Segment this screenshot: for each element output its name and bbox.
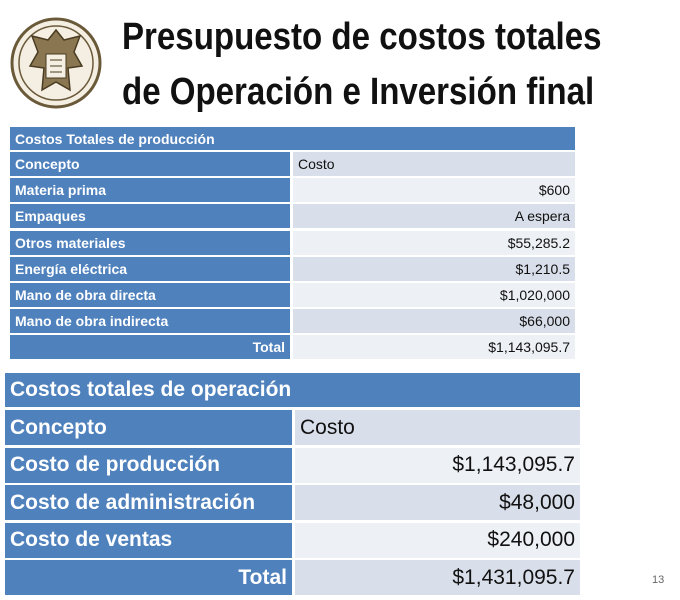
row-label: Costo de ventas: [5, 522, 292, 558]
title-line: Presupuesto de costos totales: [122, 16, 602, 58]
logo: [10, 17, 102, 109]
page-number: 13: [652, 574, 665, 586]
total-label: Total: [10, 335, 290, 360]
total-value: $1,431,095.7: [295, 560, 580, 595]
row-value: $48,000: [295, 485, 580, 520]
table-title: Costos totales de operación: [5, 373, 580, 407]
row-value: A espera: [293, 204, 575, 229]
total-label: Total: [5, 560, 292, 595]
column-header: Costo: [293, 152, 575, 176]
row-label: Empaques: [10, 204, 290, 229]
row-value: $1,210.5: [293, 256, 575, 281]
title-line: de Operación e Inversión final: [122, 71, 595, 113]
row-value: $600: [293, 178, 575, 203]
row-value: $55,285.2: [293, 230, 575, 255]
column-header: Concepto: [5, 410, 292, 445]
row-label: Otros materiales: [10, 230, 290, 255]
row-value: $1,143,095.7: [295, 447, 580, 483]
row-value: $1,020,000: [293, 283, 575, 307]
table-title: Costos Totales de producción: [10, 127, 575, 150]
column-header: Costo: [295, 410, 580, 445]
row-label: Costo de administración: [5, 485, 292, 520]
total-value: $1,143,095.7: [293, 335, 575, 360]
row-value: $66,000: [293, 309, 575, 334]
row-label: Materia prima: [10, 178, 290, 203]
row-label: Mano de obra directa: [10, 283, 290, 307]
column-header: Concepto: [10, 152, 290, 176]
row-label: Mano de obra indirecta: [10, 309, 290, 334]
row-label: Costo de producción: [5, 447, 292, 483]
row-label: Energía eléctrica: [10, 256, 290, 281]
row-value: $240,000: [295, 522, 580, 558]
